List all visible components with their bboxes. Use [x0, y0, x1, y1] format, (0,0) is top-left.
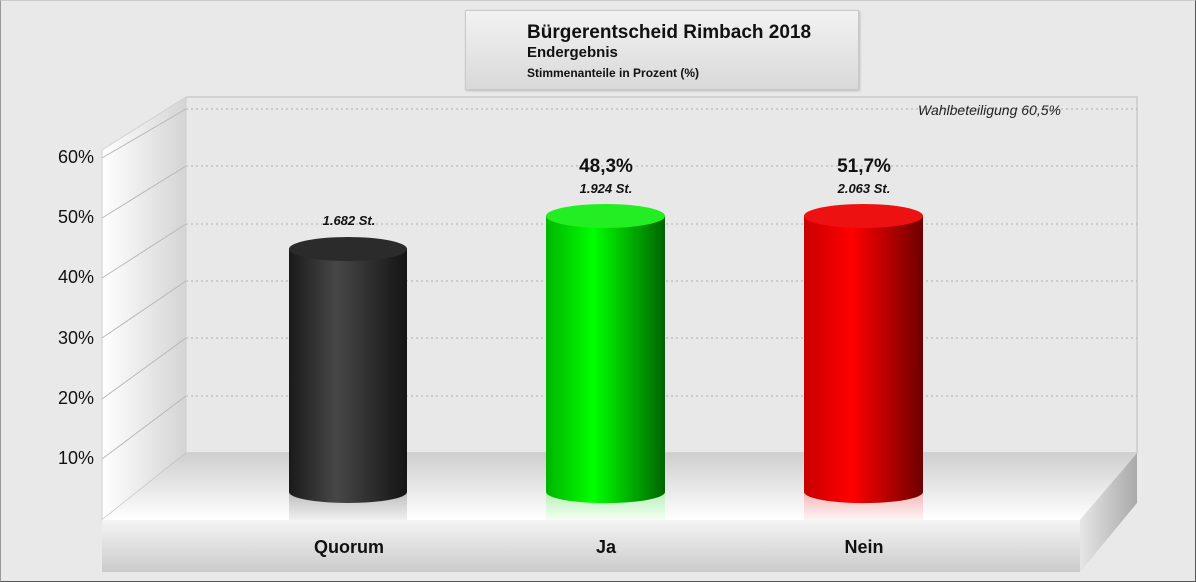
chart-title-box: Bürgerentscheid Rimbach 2018 Endergebnis… — [465, 10, 859, 90]
nein-percent-label: 51,7% — [837, 156, 891, 177]
y-tick-50: 50% — [57, 207, 94, 227]
quorum-votes-label: 1.682 St. — [322, 213, 376, 228]
bar-quorum — [289, 237, 407, 503]
chart-title: Bürgerentscheid Rimbach 2018 — [527, 22, 812, 43]
chart-subtitle: Endergebnis — [527, 44, 618, 61]
chart-note: Stimmenanteile in Prozent (%) — [527, 66, 700, 80]
bar-nein — [804, 204, 923, 504]
y-tick-20: 20% — [57, 388, 94, 408]
turnout-annotation: Wahlbeteiligung 60,5% — [918, 102, 1061, 118]
bar-ja — [546, 204, 665, 504]
x-label-quorum: Quorum — [314, 537, 384, 557]
ja-percent-label: 48,3% — [579, 156, 633, 177]
y-tick-30: 30% — [57, 328, 94, 348]
y-tick-10: 10% — [57, 448, 94, 468]
nein-votes-label: 2.063 St. — [837, 181, 891, 196]
y-tick-40: 40% — [57, 267, 94, 287]
y-tick-60: 60% — [57, 147, 94, 167]
x-label-ja: Ja — [595, 537, 617, 557]
x-label-nein: Nein — [844, 537, 884, 557]
ja-votes-label: 1.924 St. — [579, 181, 633, 196]
